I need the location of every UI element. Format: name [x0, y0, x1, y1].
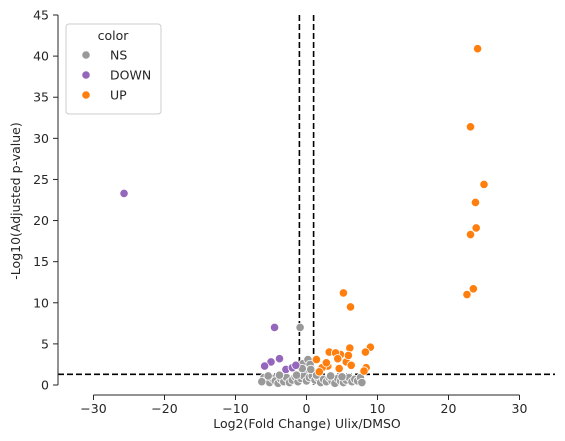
y-tick-label: 0: [41, 378, 49, 393]
point-up: [473, 44, 483, 54]
point-up: [343, 350, 353, 360]
point-up: [479, 179, 489, 189]
point-ns: [291, 370, 302, 380]
legend-title: color: [98, 28, 130, 43]
y-tick-label: 40: [33, 49, 49, 64]
legend-marker-ns: [81, 50, 91, 60]
point-up: [321, 358, 331, 368]
point-down: [260, 361, 270, 371]
point-up: [345, 302, 356, 312]
point-up: [314, 367, 324, 377]
point-ns: [326, 371, 336, 381]
point-ns: [357, 377, 367, 388]
point-ns: [295, 322, 305, 333]
legend-marker-down: [81, 70, 91, 80]
point-up: [360, 347, 371, 357]
point-up: [465, 122, 476, 132]
point-ns: [263, 371, 273, 381]
point-ns: [337, 372, 347, 382]
x-tick-label: −10: [222, 401, 248, 416]
legend-box: [65, 23, 162, 115]
point-down: [119, 188, 129, 199]
x-axis-title: Log2(Fold Change) Ulix/DMSO: [213, 416, 401, 431]
point-down: [274, 354, 285, 364]
legend-label-ns: NS: [110, 48, 127, 63]
point-up: [468, 284, 478, 294]
point-ns: [257, 377, 267, 387]
point-up: [345, 343, 355, 353]
legend-label-up: UP: [110, 88, 127, 103]
y-tick-label: 25: [33, 172, 49, 187]
x-tick-label: −30: [80, 401, 106, 416]
y-tick-label: 5: [41, 336, 49, 351]
point-up: [346, 360, 356, 370]
points-layer: [119, 44, 489, 388]
point-up: [359, 366, 369, 376]
point-ns: [274, 370, 285, 380]
y-tick-label: 20: [33, 213, 49, 228]
point-up: [334, 363, 344, 374]
axes-layer: −30 −20 −10 0 10 20 30 0 5 10 15 20 25 30 35 40 45: [33, 8, 527, 417]
y-tick-label: 35: [33, 90, 49, 105]
y-tick-label: 45: [33, 8, 49, 23]
y-tick-label: 30: [33, 131, 49, 146]
point-down: [291, 360, 301, 370]
point-up: [338, 288, 349, 298]
x-tick-label: 10: [370, 401, 386, 416]
point-ns: [306, 364, 316, 374]
y-tick-label: 15: [33, 254, 49, 269]
point-up: [462, 289, 472, 300]
point-up: [311, 354, 322, 365]
x-tick-label: −20: [151, 401, 177, 416]
y-tick-label: 10: [33, 295, 49, 310]
x-tick-label: 20: [441, 401, 457, 416]
point-up: [465, 229, 476, 240]
legend: color NS DOWN UP: [65, 23, 162, 115]
point-up: [333, 354, 343, 364]
point-up: [471, 223, 481, 233]
point-down: [266, 357, 276, 367]
x-tick-label: 0: [303, 401, 311, 416]
x-tick-label: 30: [512, 401, 528, 416]
point-up: [470, 197, 481, 208]
legend-marker-up: [81, 90, 91, 100]
y-axis-title: -Log10(Adjusted p-value): [8, 122, 23, 279]
legend-label-down: DOWN: [110, 68, 151, 83]
point-down: [269, 322, 280, 333]
